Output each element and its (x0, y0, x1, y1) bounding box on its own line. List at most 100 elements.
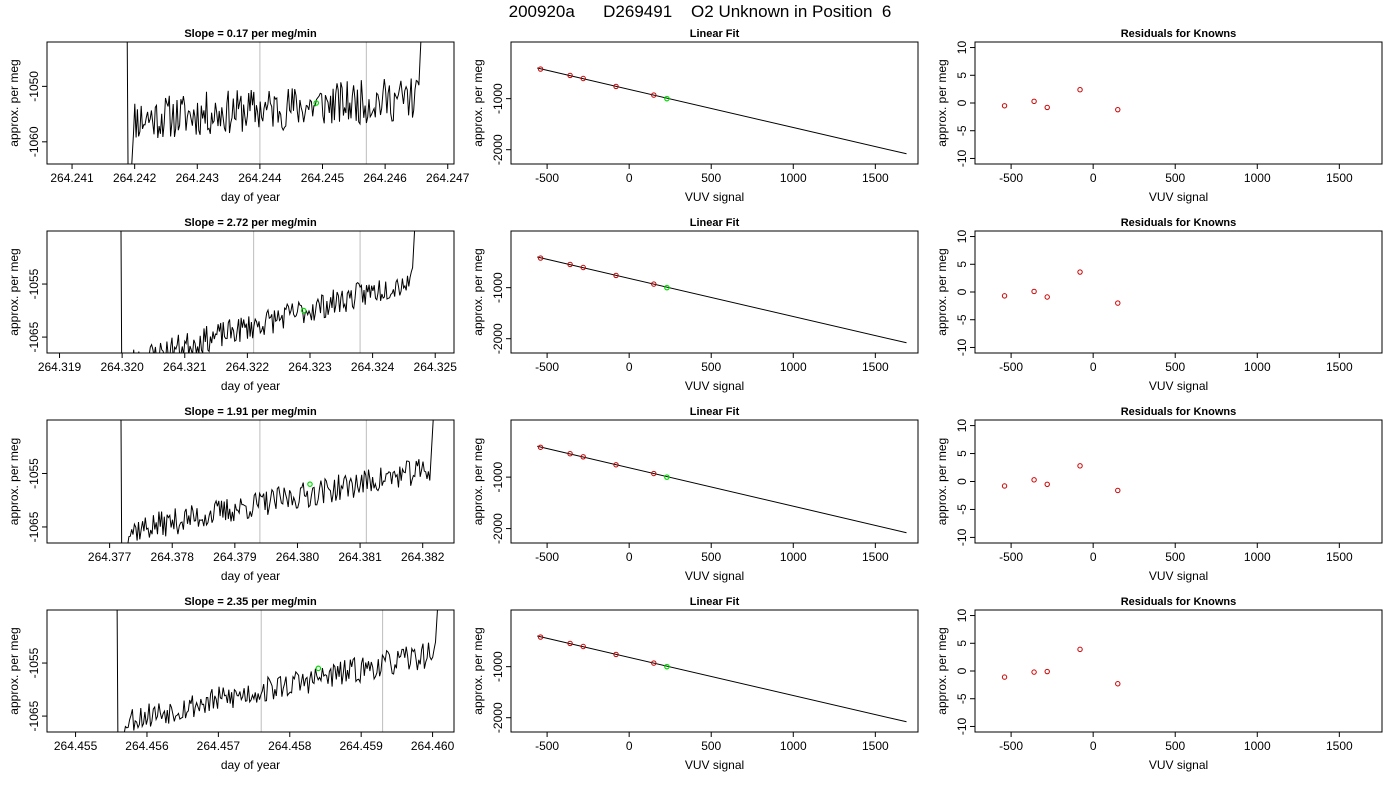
known-point (651, 470, 657, 477)
residual-point (1001, 674, 1008, 680)
x-tick-label: 264.241 (50, 171, 94, 185)
unknown-mean-point (315, 665, 322, 672)
known-point (651, 660, 657, 666)
y-tick-label: -2000 (491, 513, 505, 544)
known-point (613, 651, 619, 658)
x-tick-label: 0 (626, 171, 633, 185)
known-point (567, 451, 573, 457)
y-tick-label: -1065 (27, 321, 41, 352)
y-axis-label: approx. per meg (935, 59, 949, 146)
signal-trace-line (126, 42, 422, 164)
x-tick-label: 1500 (1326, 739, 1353, 753)
x-tick-label: 264.247 (426, 171, 470, 185)
panel-title: Slope = 1.91 per meg/min (184, 406, 317, 418)
y-tick-label: -10 (955, 338, 969, 356)
x-axis-label: VUV signal (1149, 758, 1208, 772)
y-tick-label: -2000 (491, 323, 505, 354)
x-tick-label: -500 (999, 550, 1023, 564)
x-tick-label: 264.378 (151, 550, 195, 564)
panel-title: Linear Fit (690, 28, 740, 40)
x-tick-label: 264.382 (401, 550, 445, 564)
y-tick-label: 5 (955, 450, 969, 457)
figure-title: 200920a D269491 O2 Unknown in Position 6 (508, 2, 892, 21)
residual-point (1031, 98, 1037, 105)
x-tick-label: 1500 (1326, 171, 1353, 185)
y-tick-label: -1050 (27, 71, 41, 102)
known-point (537, 634, 544, 640)
residual-point (1001, 483, 1008, 489)
y-axis-label: approx. per meg (471, 248, 485, 335)
residual-point (1031, 669, 1037, 675)
x-tick-label: -500 (999, 360, 1023, 374)
x-tick-label: 264.456 (125, 739, 169, 753)
unknown-mean-point (300, 307, 307, 314)
timeseries-panel-2: Slope = 2.72 per meg/min 264.319 264.320 26… (7, 217, 458, 393)
x-tick-label: 0 (626, 550, 633, 564)
x-tick-label: -500 (999, 739, 1023, 753)
residual-point (1077, 463, 1083, 469)
known-point (537, 444, 544, 450)
timeseries-panel-3: Slope = 1.91 per meg/min 264.377 264.378 26… (7, 406, 455, 583)
y-axis-label: approx. per meg (7, 627, 21, 714)
residual-point (1001, 293, 1008, 299)
x-tick-label: 264.379 (213, 550, 257, 564)
signal-trace-line (120, 420, 434, 543)
y-tick-label: -10 (955, 149, 969, 167)
x-tick-label: 264.325 (414, 360, 458, 374)
linear-fit-panel-3: Linear Fit -500 0 500 1000 1500 -1000 -2000 VUV … (471, 406, 919, 583)
x-tick-label: 264.380 (276, 550, 320, 564)
unknown-mean-point (307, 481, 313, 487)
known-point (580, 264, 586, 271)
y-tick-label: -1000 (491, 651, 505, 682)
timeseries-panel-1: Slope = 0.17 per meg/min 264.241 264.242 26… (7, 28, 470, 204)
plot-frame (974, 230, 1383, 354)
y-axis-label: approx. per meg (471, 627, 485, 714)
x-tick-label: 1000 (780, 360, 807, 374)
x-axis-label: VUV signal (685, 758, 744, 772)
linear-fit-panel-2: Linear Fit -500 0 500 1000 1500 -1000 -2000 VUV … (471, 217, 919, 393)
x-tick-label: -500 (999, 171, 1023, 185)
x-tick-label: 1000 (780, 550, 807, 564)
known-point (567, 261, 573, 268)
x-axis-label: day of year (221, 758, 280, 772)
plot-frame (46, 41, 455, 165)
plot-frame (974, 609, 1383, 733)
residuals-panel-4: Residuals for Knowns -500 0 500 1000 1500 -10 -… (935, 596, 1383, 772)
x-tick-label: 500 (1165, 739, 1185, 753)
unknown-point (664, 95, 670, 102)
plot-area (116, 610, 438, 732)
x-tick-label: 1000 (1244, 360, 1271, 374)
x-tick-label: 500 (701, 360, 721, 374)
panel-title: Linear Fit (690, 217, 740, 229)
panel-title: Residuals for Knowns (1121, 28, 1237, 40)
x-tick-label: 264.242 (113, 171, 157, 185)
x-tick-label: 1500 (1326, 360, 1353, 374)
known-point (580, 75, 586, 82)
x-tick-label: 0 (1090, 550, 1097, 564)
x-tick-label: 500 (701, 739, 721, 753)
x-axis-label: day of year (221, 190, 280, 204)
panel-title: Slope = 0.17 per meg/min (184, 28, 317, 40)
signal-trace-line (120, 231, 416, 353)
known-point (651, 92, 657, 98)
plot-area (120, 420, 434, 543)
residual-point (1031, 288, 1037, 295)
y-axis-label: approx. per meg (7, 248, 21, 335)
y-tick-label: 0 (955, 478, 969, 485)
linear-fit-panel-4: Linear Fit -500 0 500 1000 1500 -1000 -2000 VUV … (471, 596, 919, 772)
plot-frame (510, 419, 919, 544)
y-axis-label: approx. per meg (471, 438, 485, 525)
plot-area (537, 66, 907, 155)
x-axis-label: VUV signal (685, 569, 744, 583)
residual-point (1077, 646, 1083, 653)
x-tick-label: 264.377 (88, 550, 132, 564)
y-axis-label: approx. per meg (935, 248, 949, 335)
residual-point (1044, 481, 1050, 487)
y-tick-label: -1000 (491, 83, 505, 114)
unknown-mean-point (313, 100, 320, 106)
panel-title: Linear Fit (690, 596, 740, 608)
unknown-point (664, 474, 670, 480)
x-tick-label: 0 (1090, 739, 1097, 753)
x-tick-label: 264.245 (301, 171, 345, 185)
y-axis-label: approx. per meg (935, 438, 949, 525)
